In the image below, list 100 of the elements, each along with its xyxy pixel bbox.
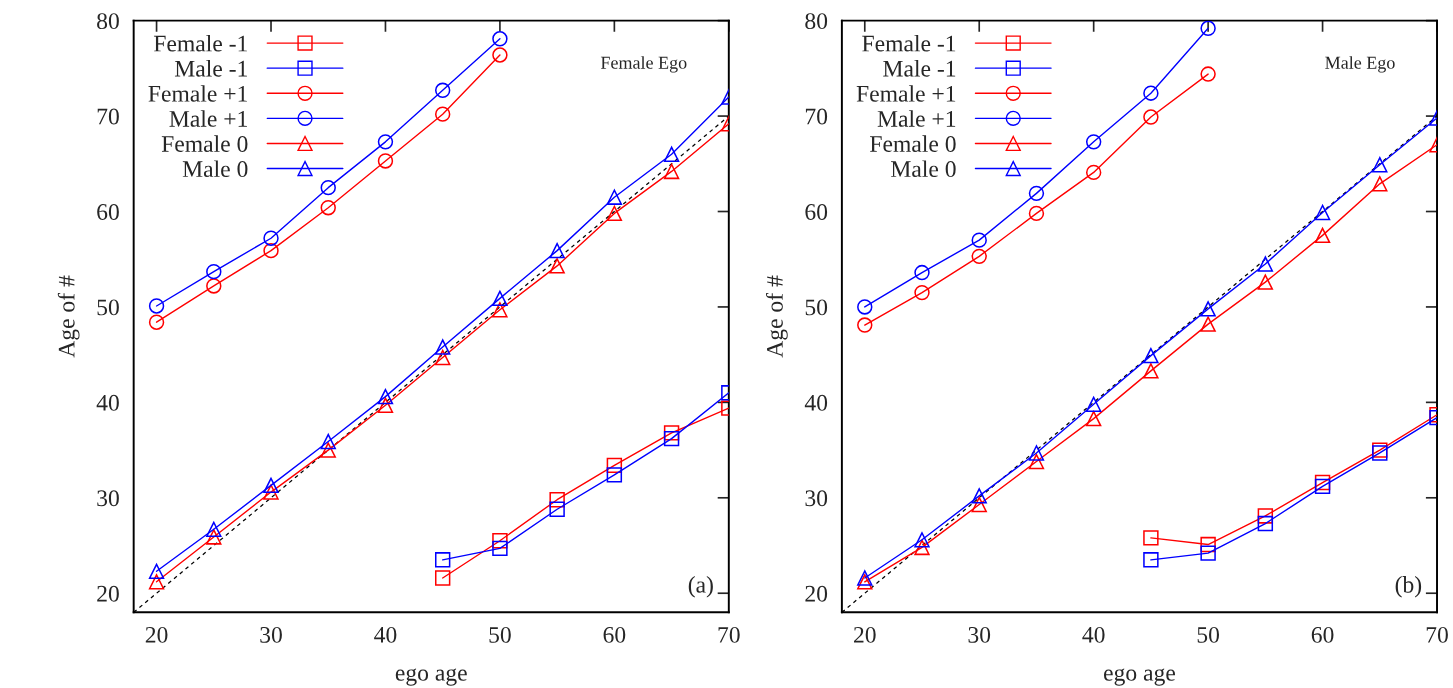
y-tick-label: 20: [805, 585, 828, 602]
point: [1143, 552, 1159, 568]
point: [1257, 256, 1274, 272]
point: [377, 388, 394, 405]
point: [148, 574, 165, 590]
point: [914, 264, 930, 281]
point: [971, 248, 987, 265]
point: [263, 230, 279, 246]
point: [320, 433, 336, 450]
x-tick-label: 20: [145, 626, 168, 643]
point: [663, 163, 680, 180]
point: [1257, 274, 1274, 290]
legend-label: Male 0: [182, 160, 248, 178]
point: [1314, 478, 1331, 495]
point: [971, 232, 987, 248]
annotation: Female Ego: [600, 56, 687, 73]
x-tick-label: 70: [1426, 626, 1448, 643]
point: [1200, 545, 1216, 561]
y-tick-label: 70: [97, 108, 119, 125]
point: [1028, 453, 1045, 470]
point: [857, 299, 873, 315]
y-tick-label: 80: [97, 13, 119, 30]
point: [492, 533, 508, 549]
point: [549, 242, 565, 259]
point: [1257, 515, 1274, 532]
point: [914, 539, 930, 556]
point: [1143, 347, 1159, 364]
point: [320, 442, 336, 458]
point: [971, 488, 987, 504]
point: [549, 501, 565, 517]
point: [663, 146, 680, 162]
annotation: (b): [1395, 576, 1422, 598]
point: [1028, 445, 1045, 461]
point: [914, 284, 930, 301]
point: [492, 47, 508, 63]
x-tick-label: 60: [603, 626, 626, 643]
point: [606, 457, 623, 474]
y-axis-title: Age of #: [57, 275, 80, 358]
point: [1200, 301, 1216, 317]
point: [1143, 363, 1159, 379]
x-tick-label: 40: [1082, 626, 1105, 643]
legend-label: Female 0: [870, 135, 956, 152]
point: [914, 532, 930, 548]
y-tick-label: 50: [97, 299, 119, 316]
legend-label: Female -1: [153, 34, 247, 52]
annotation: Male Ego: [1325, 56, 1395, 73]
point: [320, 199, 336, 216]
point: [1028, 185, 1045, 202]
point: [1028, 205, 1045, 222]
point: [857, 570, 873, 586]
legend-label: Female +1: [856, 85, 956, 102]
point: [1314, 227, 1331, 244]
point: [434, 552, 451, 568]
legend-label: Male +1: [169, 110, 247, 127]
point: [148, 298, 165, 314]
point: [1314, 204, 1331, 221]
point: [206, 521, 222, 538]
point: [377, 134, 394, 150]
point: [148, 563, 165, 579]
point: [663, 430, 680, 447]
point: [320, 179, 336, 196]
legend-label: Male -1: [883, 60, 956, 77]
point: [1085, 134, 1102, 150]
y-tick-label: 30: [805, 490, 828, 507]
x-tick-label: 40: [374, 626, 397, 643]
point: [1143, 530, 1159, 546]
point: [1200, 66, 1216, 82]
point: [1257, 508, 1274, 524]
point: [549, 492, 565, 508]
point: [1372, 157, 1388, 173]
annotation: (a): [688, 576, 713, 598]
legend-label: Male -1: [174, 60, 247, 77]
legend-label: Female +1: [148, 85, 247, 102]
point: [263, 242, 279, 259]
point: [434, 339, 451, 355]
point: [971, 496, 987, 513]
y-tick-label: 20: [97, 585, 119, 602]
x-axis-title: ego age: [395, 668, 467, 686]
point: [377, 397, 394, 413]
point: [1200, 20, 1216, 36]
x-tick-label: 30: [260, 626, 282, 643]
point: [606, 205, 623, 222]
y-tick-label: 70: [805, 108, 828, 125]
point: [1200, 316, 1216, 332]
point: [206, 529, 222, 545]
legend-label: Female -1: [862, 34, 956, 52]
point: [1085, 396, 1102, 412]
y-tick-label: 30: [97, 490, 119, 507]
point: [434, 82, 451, 99]
y-tick-label: 60: [805, 204, 828, 220]
point: [1372, 176, 1388, 192]
point: [549, 258, 565, 274]
y-tick-label: 60: [97, 204, 119, 220]
point: [492, 290, 508, 307]
point: [377, 153, 394, 169]
y-axis-title: Age of #: [766, 275, 788, 358]
point: [606, 189, 623, 205]
point: [263, 484, 279, 500]
point: [434, 106, 451, 122]
legend-label: Female 0: [161, 135, 248, 152]
